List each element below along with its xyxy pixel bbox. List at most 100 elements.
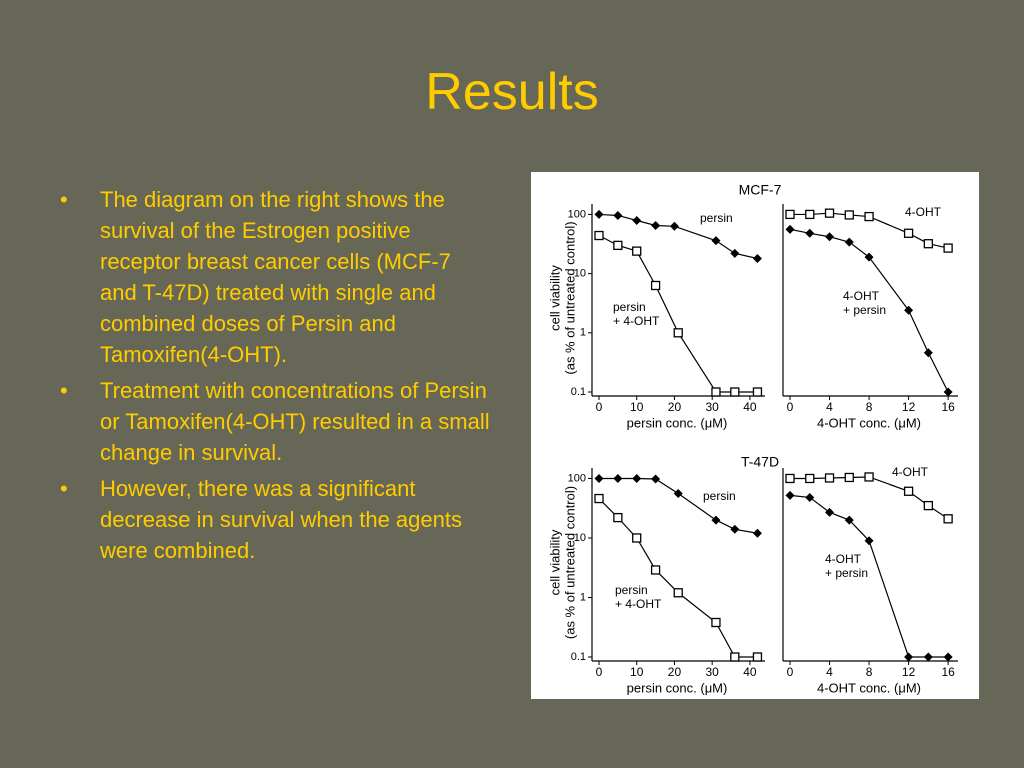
data-point <box>864 472 874 482</box>
x-tick-label: 40 <box>743 665 757 679</box>
data-point <box>669 221 679 231</box>
data-point <box>943 514 953 524</box>
data-point <box>632 215 642 225</box>
data-point <box>923 500 934 511</box>
data-point <box>844 210 854 220</box>
data-point <box>824 208 835 218</box>
data-point <box>943 387 953 397</box>
chart-title: T-47D <box>741 454 779 470</box>
data-point <box>711 617 721 628</box>
data-point <box>752 528 762 538</box>
slide-title: Results <box>425 63 599 121</box>
data-point <box>923 348 933 358</box>
y-tick-label: 0.1 <box>571 651 586 663</box>
data-point <box>711 236 721 246</box>
x-tick-label: 10 <box>630 400 644 414</box>
x-axis-label: 4-OHT conc. (μM) <box>817 415 921 430</box>
data-point <box>785 209 795 220</box>
data-point <box>673 588 683 598</box>
data-point <box>785 490 795 500</box>
y-tick-label: 100 <box>568 208 586 220</box>
x-axis-label: 4-OHT conc. (μM) <box>817 680 921 695</box>
x-tick-label: 30 <box>706 400 720 414</box>
x-tick-label: 20 <box>668 665 682 679</box>
x-tick-label: 10 <box>630 665 644 679</box>
data-point <box>752 254 762 264</box>
data-point <box>864 536 874 546</box>
bullet: However, there was a significant decreas… <box>60 473 492 566</box>
data-point <box>785 224 795 234</box>
data-point <box>711 515 721 525</box>
bullet: The diagram on the right shows the survi… <box>60 184 492 370</box>
data-point <box>594 473 604 483</box>
data-point <box>903 486 914 496</box>
data-point <box>903 228 914 238</box>
x-tick-label: 40 <box>743 400 757 414</box>
y-axis-label: (as % of untreated control) <box>562 486 577 639</box>
data-point <box>613 512 623 523</box>
x-tick-label: 16 <box>941 665 955 679</box>
series-label: + 4-OHT <box>613 314 660 328</box>
data-point <box>825 232 835 242</box>
x-tick-label: 0 <box>596 400 603 414</box>
data-point <box>650 280 661 291</box>
data-point <box>613 210 623 220</box>
data-point <box>805 228 815 238</box>
data-point <box>844 515 854 525</box>
data-point <box>651 474 661 484</box>
series-label: persin <box>703 489 736 503</box>
y-axis-label: (as % of untreated control) <box>562 221 577 374</box>
data-point <box>923 239 934 249</box>
x-tick-label: 12 <box>902 400 916 414</box>
data-point <box>613 240 623 251</box>
chart-title: MCF-7 <box>739 182 782 198</box>
data-point <box>752 387 763 397</box>
data-point <box>805 492 815 502</box>
x-tick-label: 30 <box>706 665 720 679</box>
data-point <box>730 524 740 534</box>
series-label: persin <box>615 583 648 597</box>
series-label: + persin <box>825 566 868 580</box>
data-point <box>594 493 604 504</box>
data-point <box>632 473 642 483</box>
x-tick-label: 12 <box>902 665 916 679</box>
series-label: persin <box>613 300 646 314</box>
series-label: 4-OHT <box>843 289 880 303</box>
data-point <box>632 246 642 256</box>
x-tick-label: 20 <box>668 400 682 414</box>
data-point <box>825 507 835 517</box>
data-point <box>594 230 604 241</box>
data-point <box>844 237 854 247</box>
data-point <box>651 220 661 230</box>
data-point <box>730 248 740 258</box>
series-label: 4-OHT <box>825 552 862 566</box>
x-tick-label: 4 <box>826 665 833 679</box>
data-point <box>844 472 854 483</box>
x-tick-label: 0 <box>596 665 603 679</box>
data-point <box>805 473 815 484</box>
data-point <box>730 387 740 397</box>
x-tick-label: 4 <box>826 400 833 414</box>
data-point <box>824 473 835 483</box>
series-label: + persin <box>843 303 886 317</box>
y-tick-label: 1 <box>580 327 586 339</box>
bullet-list: The diagram on the right shows the survi… <box>60 184 492 571</box>
series-label: persin <box>700 211 733 225</box>
bullet: Treatment with concentrations of Persin … <box>60 375 492 468</box>
data-point <box>805 209 815 220</box>
y-tick-label: 0.1 <box>571 386 586 398</box>
data-point <box>730 652 740 662</box>
data-point <box>904 305 914 315</box>
data-point <box>711 387 721 397</box>
data-point <box>923 652 933 662</box>
y-axis-label: cell viability <box>547 529 562 595</box>
x-tick-label: 8 <box>866 665 873 679</box>
series-label: 4-OHT <box>892 465 929 479</box>
data-point <box>864 211 874 222</box>
data-point <box>594 209 604 219</box>
y-tick-label: 10 <box>574 532 586 544</box>
y-tick-label: 1 <box>580 591 586 603</box>
data-point <box>864 252 874 262</box>
